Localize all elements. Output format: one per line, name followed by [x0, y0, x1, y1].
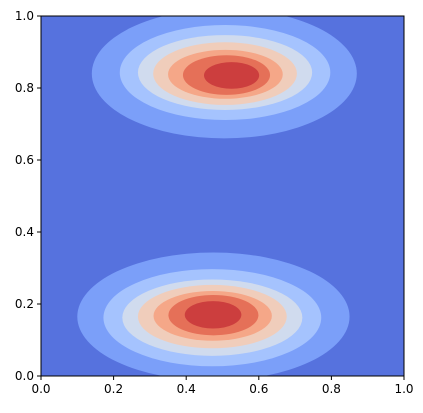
y-tick-label: 0.6 — [15, 153, 34, 167]
y-tick-label: 0.8 — [15, 81, 34, 95]
x-tick-label: 0.8 — [322, 382, 341, 396]
x-tick-label: 0.4 — [177, 382, 196, 396]
x-tick-label: 1.0 — [394, 382, 413, 396]
contour-region — [203, 62, 260, 89]
axes-frame — [40, 15, 405, 377]
contour-region — [184, 301, 242, 329]
x-tick-label: 0.2 — [104, 382, 123, 396]
plot-area — [41, 16, 404, 376]
y-tick-label: 0.0 — [15, 369, 34, 383]
y-tick-label: 0.4 — [15, 225, 34, 239]
y-tick-label: 0.2 — [15, 297, 34, 311]
y-tick-label: 1.0 — [15, 9, 34, 23]
x-tick-label: 0.0 — [31, 382, 50, 396]
x-tick-label: 0.6 — [249, 382, 268, 396]
